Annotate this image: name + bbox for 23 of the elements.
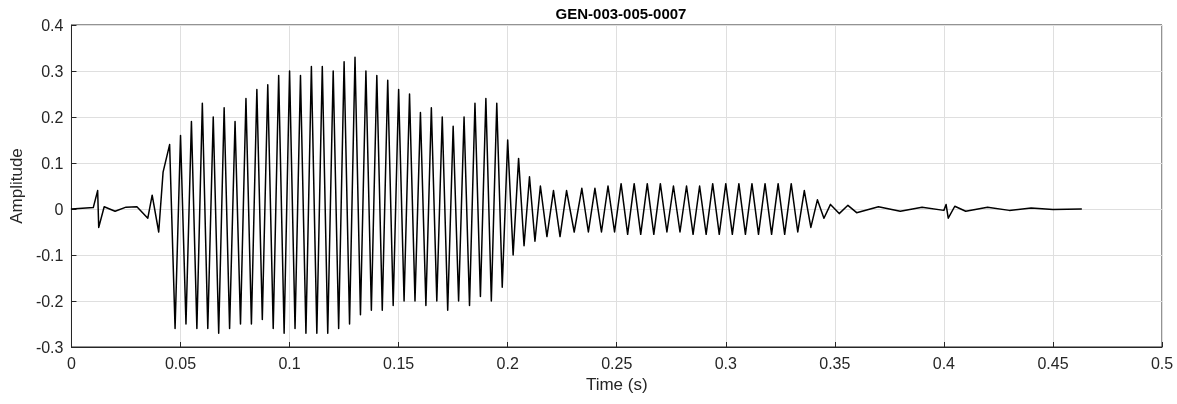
x-tick-label: 0.15 — [383, 354, 415, 372]
x-tick-label: 0.4 — [932, 354, 956, 372]
y-tick-label: 0.2 — [41, 108, 64, 126]
y-tick-label: 0.4 — [41, 16, 64, 34]
x-axis-title: Time (s) — [585, 374, 648, 394]
x-tick-label: 0.05 — [164, 354, 197, 372]
x-tick-label: 0.5 — [1150, 354, 1174, 372]
y-tick-label: 0.1 — [41, 154, 64, 172]
x-tick-label: 0 — [67, 354, 77, 372]
chart-title: GEN-003-005-0007 — [555, 5, 687, 22]
x-tick-label: 0.1 — [278, 354, 301, 372]
x-tick-label: 0.35 — [819, 354, 851, 372]
y-tick-label: -0.2 — [35, 292, 64, 310]
x-tick-label: 0.2 — [496, 354, 519, 372]
y-tick-label: -0.1 — [35, 246, 64, 264]
x-tick-label: 0.45 — [1037, 354, 1069, 372]
y-tick-label: 0.3 — [41, 62, 64, 80]
line-series — [70, 56, 1083, 334]
y-tick-label: -0.3 — [35, 338, 64, 356]
y-tick-label: 0 — [54, 200, 64, 218]
y-axis-title: Amplitude — [7, 148, 26, 224]
x-tick-label: 0.25 — [601, 354, 633, 372]
x-tick-label: 0.3 — [714, 354, 738, 372]
